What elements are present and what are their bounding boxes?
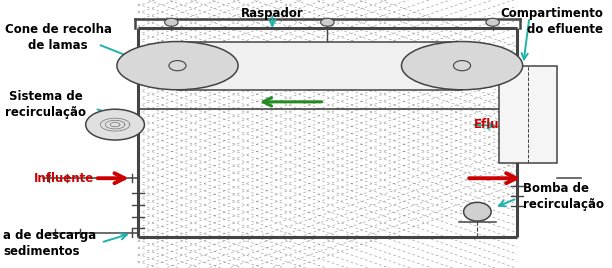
Text: Cone de recolha
de lamas: Cone de recolha de lamas [5, 23, 111, 52]
Ellipse shape [401, 42, 523, 90]
Ellipse shape [86, 109, 144, 140]
Text: Raspador: Raspador [241, 7, 304, 20]
Text: Efluente: Efluente [474, 118, 530, 131]
Ellipse shape [464, 202, 491, 221]
Ellipse shape [117, 42, 238, 90]
Text: Influente: Influente [34, 172, 94, 185]
Text: Bomba de
recirculação: Bomba de recirculação [523, 183, 604, 211]
Ellipse shape [486, 18, 499, 26]
Text: a de descarga
sedimentos: a de descarga sedimentos [3, 229, 96, 258]
Bar [499, 66, 557, 163]
Text: Sistema de
recirculação: Sistema de recirculação [6, 90, 86, 119]
Bar [177, 42, 462, 90]
Text: Compartimento
do efluente: Compartimento do efluente [500, 7, 603, 36]
Ellipse shape [321, 18, 334, 26]
Ellipse shape [165, 18, 178, 26]
